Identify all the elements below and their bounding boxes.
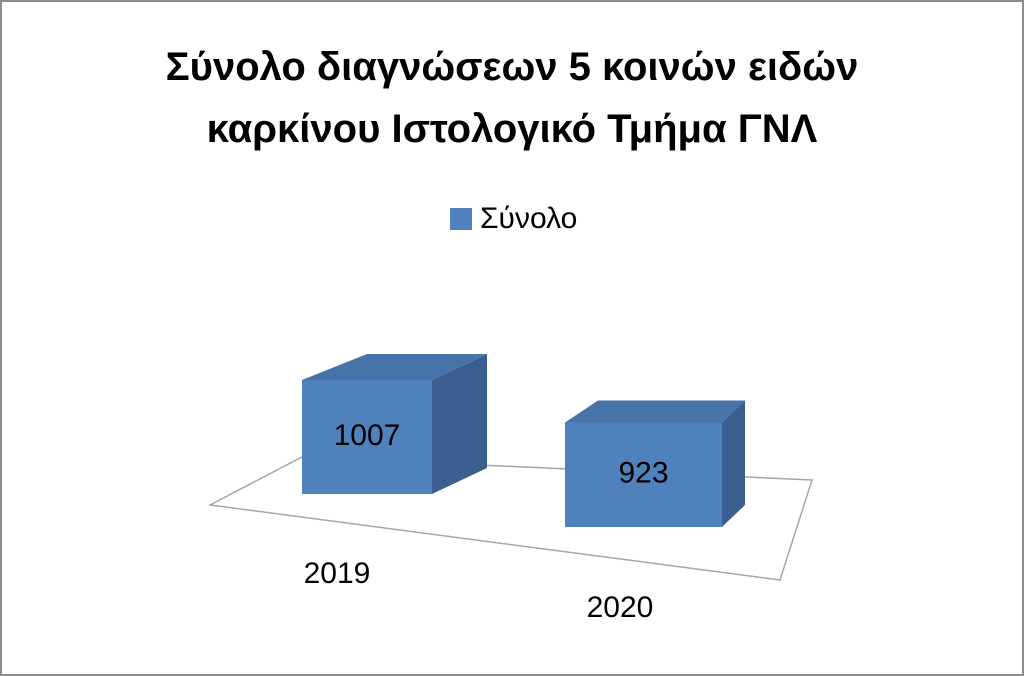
- chart-title: Σύνολο διαγνώσεων 5 κοινών ειδών καρκίνο…: [165, 45, 859, 151]
- bar-side: [432, 354, 487, 494]
- x-tick-label: 2020: [587, 591, 654, 624]
- x-tick-label: 2019: [304, 557, 371, 590]
- value-label: 1007: [334, 419, 401, 452]
- bar-side: [722, 400, 745, 527]
- bar: [565, 422, 722, 527]
- bar-top: [565, 400, 745, 423]
- legend-label: Σύνολο: [480, 202, 577, 235]
- legend-swatch: [450, 208, 472, 230]
- bar-top: [302, 354, 487, 380]
- value-label: 923: [618, 457, 668, 490]
- bar: [302, 380, 432, 494]
- floor: [207, 456, 814, 581]
